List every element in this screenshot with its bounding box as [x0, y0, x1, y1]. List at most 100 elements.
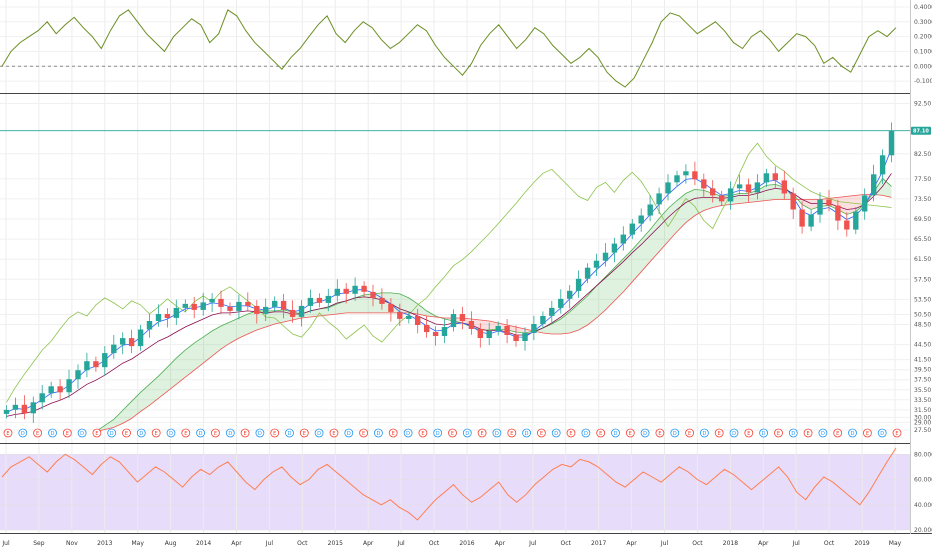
dividend-marker[interactable] — [285, 428, 294, 438]
price-y-tick-label: 48.50 — [914, 322, 931, 329]
earnings-marker[interactable] — [329, 428, 339, 438]
dividend-marker[interactable] — [492, 428, 502, 438]
oscillator-series-line — [1, 9, 897, 88]
dividend-marker[interactable] — [818, 428, 828, 438]
dividend-marker[interactable] — [462, 428, 472, 438]
dividend-marker[interactable] — [77, 428, 87, 438]
dividend-marker[interactable] — [670, 428, 680, 438]
earnings-marker[interactable] — [863, 428, 872, 438]
earnings-marker[interactable] — [62, 428, 72, 438]
earnings-marker[interactable] — [33, 428, 42, 438]
time-axis-label: 2016 — [459, 540, 474, 547]
earnings-marker[interactable] — [359, 428, 369, 438]
price-y-tick-label: 82.50 — [914, 151, 931, 158]
earnings-marker[interactable] — [744, 428, 754, 438]
earnings-marker[interactable] — [448, 428, 457, 438]
cloud-segment — [185, 343, 195, 378]
earnings-marker[interactable] — [240, 428, 250, 438]
earnings-marker[interactable] — [566, 428, 576, 438]
cloud-segment — [230, 318, 239, 344]
earnings-marker[interactable] — [210, 428, 220, 438]
dividend-marker[interactable] — [759, 428, 768, 438]
dividend-marker[interactable] — [729, 428, 739, 438]
dividend-marker[interactable] — [522, 428, 531, 438]
earnings-marker[interactable] — [625, 428, 635, 438]
dividend-marker[interactable] — [314, 428, 324, 438]
earnings-marker[interactable] — [477, 428, 487, 438]
cloud-segment — [677, 193, 686, 232]
dividend-marker[interactable] — [48, 428, 57, 438]
price-y-tick-label: 37.50 — [914, 377, 931, 384]
earnings-marker[interactable] — [299, 428, 309, 438]
earnings-marker[interactable] — [892, 428, 902, 438]
dividend-marker[interactable] — [225, 428, 235, 438]
earnings-marker[interactable] — [151, 428, 161, 438]
earnings-marker[interactable] — [92, 428, 102, 438]
dividend-marker[interactable] — [107, 428, 117, 438]
dividend-marker[interactable] — [344, 428, 354, 438]
earnings-marker[interactable] — [714, 428, 724, 438]
dividend-marker[interactable] — [551, 428, 561, 438]
time-axis-label: 2014 — [196, 540, 211, 547]
earnings-marker[interactable] — [803, 428, 813, 438]
candle-body — [12, 404, 19, 410]
dividend-marker[interactable] — [700, 428, 709, 438]
dividend-marker[interactable] — [403, 428, 413, 438]
dividend-marker[interactable] — [255, 428, 265, 438]
candle-body — [218, 298, 224, 307]
earnings-marker[interactable] — [507, 428, 517, 438]
candle-body — [352, 285, 358, 294]
earnings-marker[interactable] — [181, 428, 191, 438]
earnings-marker[interactable] — [685, 428, 694, 438]
dividend-marker[interactable] — [136, 428, 146, 438]
dividend-marker[interactable] — [848, 428, 857, 438]
candle-body — [146, 321, 153, 330]
cloud-segment — [399, 293, 409, 313]
cloud-segment — [766, 184, 776, 201]
time-axis-label: Oct — [561, 540, 572, 547]
dividend-marker[interactable] — [640, 428, 650, 438]
dividend-marker[interactable] — [611, 428, 620, 438]
earnings-marker[interactable] — [596, 428, 606, 438]
candle-body — [406, 316, 412, 319]
earnings-marker[interactable] — [833, 428, 843, 438]
earnings-marker[interactable] — [270, 428, 280, 438]
earnings-marker[interactable] — [537, 428, 546, 438]
cloud-segment — [131, 392, 141, 419]
price-y-tick-label: 35.50 — [914, 387, 931, 394]
event-marker-label: D — [525, 431, 529, 437]
time-axis-label: Jul — [396, 540, 405, 547]
dividend-marker[interactable] — [788, 428, 798, 438]
dividend-marker[interactable] — [166, 428, 176, 438]
last-price-badge: 87.10 — [911, 126, 931, 135]
earnings-marker[interactable] — [3, 428, 13, 438]
candle-body — [701, 179, 707, 189]
rsi-y-tick-label: 60.0000 — [914, 477, 932, 484]
cloud-segment — [623, 249, 633, 292]
event-marker-label: E — [569, 431, 572, 437]
candle-body — [289, 309, 296, 317]
candle-body — [549, 307, 555, 316]
earnings-marker[interactable] — [774, 428, 783, 438]
dividend-marker[interactable] — [877, 428, 887, 438]
dividend-marker[interactable] — [373, 428, 383, 438]
price-y-tick-label: 50.50 — [914, 312, 931, 319]
price-y-tick-label: 65.50 — [914, 236, 931, 243]
earnings-marker[interactable] — [655, 428, 665, 438]
dividend-marker[interactable] — [581, 428, 591, 438]
candle-body — [379, 297, 385, 304]
earnings-marker[interactable] — [388, 428, 398, 438]
dividend-marker[interactable] — [196, 428, 206, 438]
earnings-marker[interactable] — [122, 428, 131, 438]
event-marker-label: D — [614, 431, 618, 437]
event-marker-label: D — [643, 431, 647, 437]
earnings-marker[interactable] — [418, 428, 428, 438]
candle-body — [871, 174, 877, 196]
dividend-marker[interactable] — [433, 428, 443, 438]
price-y-tick-label: 39.50 — [914, 367, 931, 374]
candle-body — [647, 204, 653, 216]
rsi-y-tick-label: 20.0000 — [914, 527, 932, 534]
cloud-segment — [614, 258, 624, 301]
dividend-marker[interactable] — [18, 428, 28, 438]
